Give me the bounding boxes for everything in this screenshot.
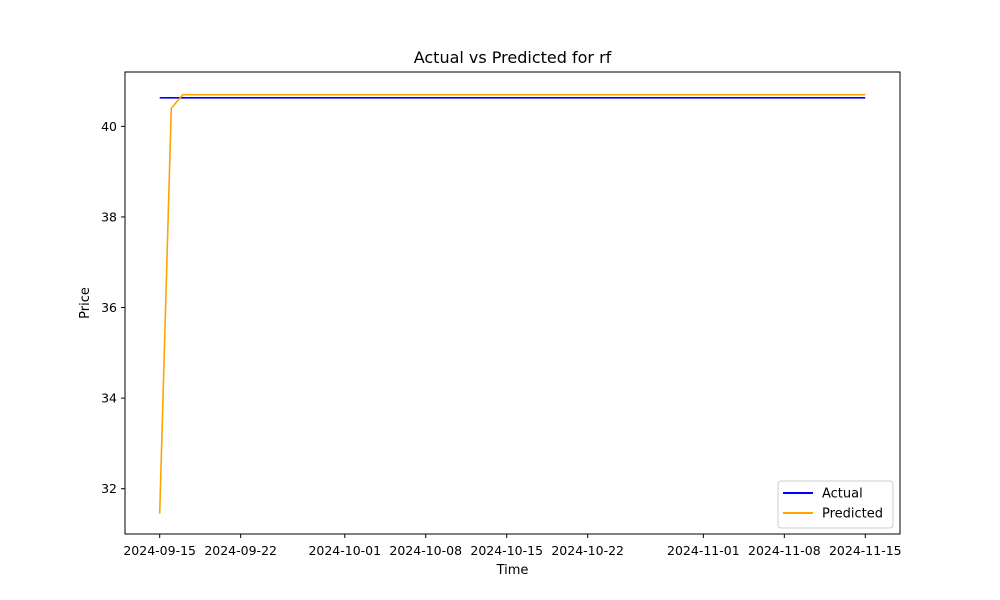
x-tick-label: 2024-11-08 — [748, 543, 821, 558]
y-axis-label: Price — [78, 287, 93, 319]
y-tick-label: 40 — [101, 119, 117, 134]
x-tick-label: 2024-11-01 — [667, 543, 740, 558]
y-tick-label: 36 — [101, 300, 117, 315]
x-axis-label: Time — [496, 563, 529, 578]
y-tick-label: 34 — [101, 391, 117, 406]
x-tick-label: 2024-09-22 — [204, 543, 277, 558]
plot-area — [124, 71, 901, 535]
x-tick-label: 2024-09-15 — [123, 543, 196, 558]
legend-label-predicted: Predicted — [822, 507, 883, 522]
y-tick-label: 32 — [101, 481, 117, 496]
y-tick-label: 38 — [101, 209, 117, 224]
x-tick-label: 2024-10-01 — [308, 543, 381, 558]
x-tick-label: 2024-10-22 — [551, 543, 624, 558]
x-tick-label: 2024-10-15 — [470, 543, 543, 558]
legend: Actual Predicted — [777, 480, 894, 529]
chart-title: Actual vs Predicted for rf — [414, 48, 612, 67]
series-line-predicted — [158, 93, 866, 514]
x-tick-label: 2024-10-08 — [389, 543, 462, 558]
legend-label-actual: Actual — [822, 487, 863, 502]
x-tick-label: 2024-11-15 — [829, 543, 902, 558]
